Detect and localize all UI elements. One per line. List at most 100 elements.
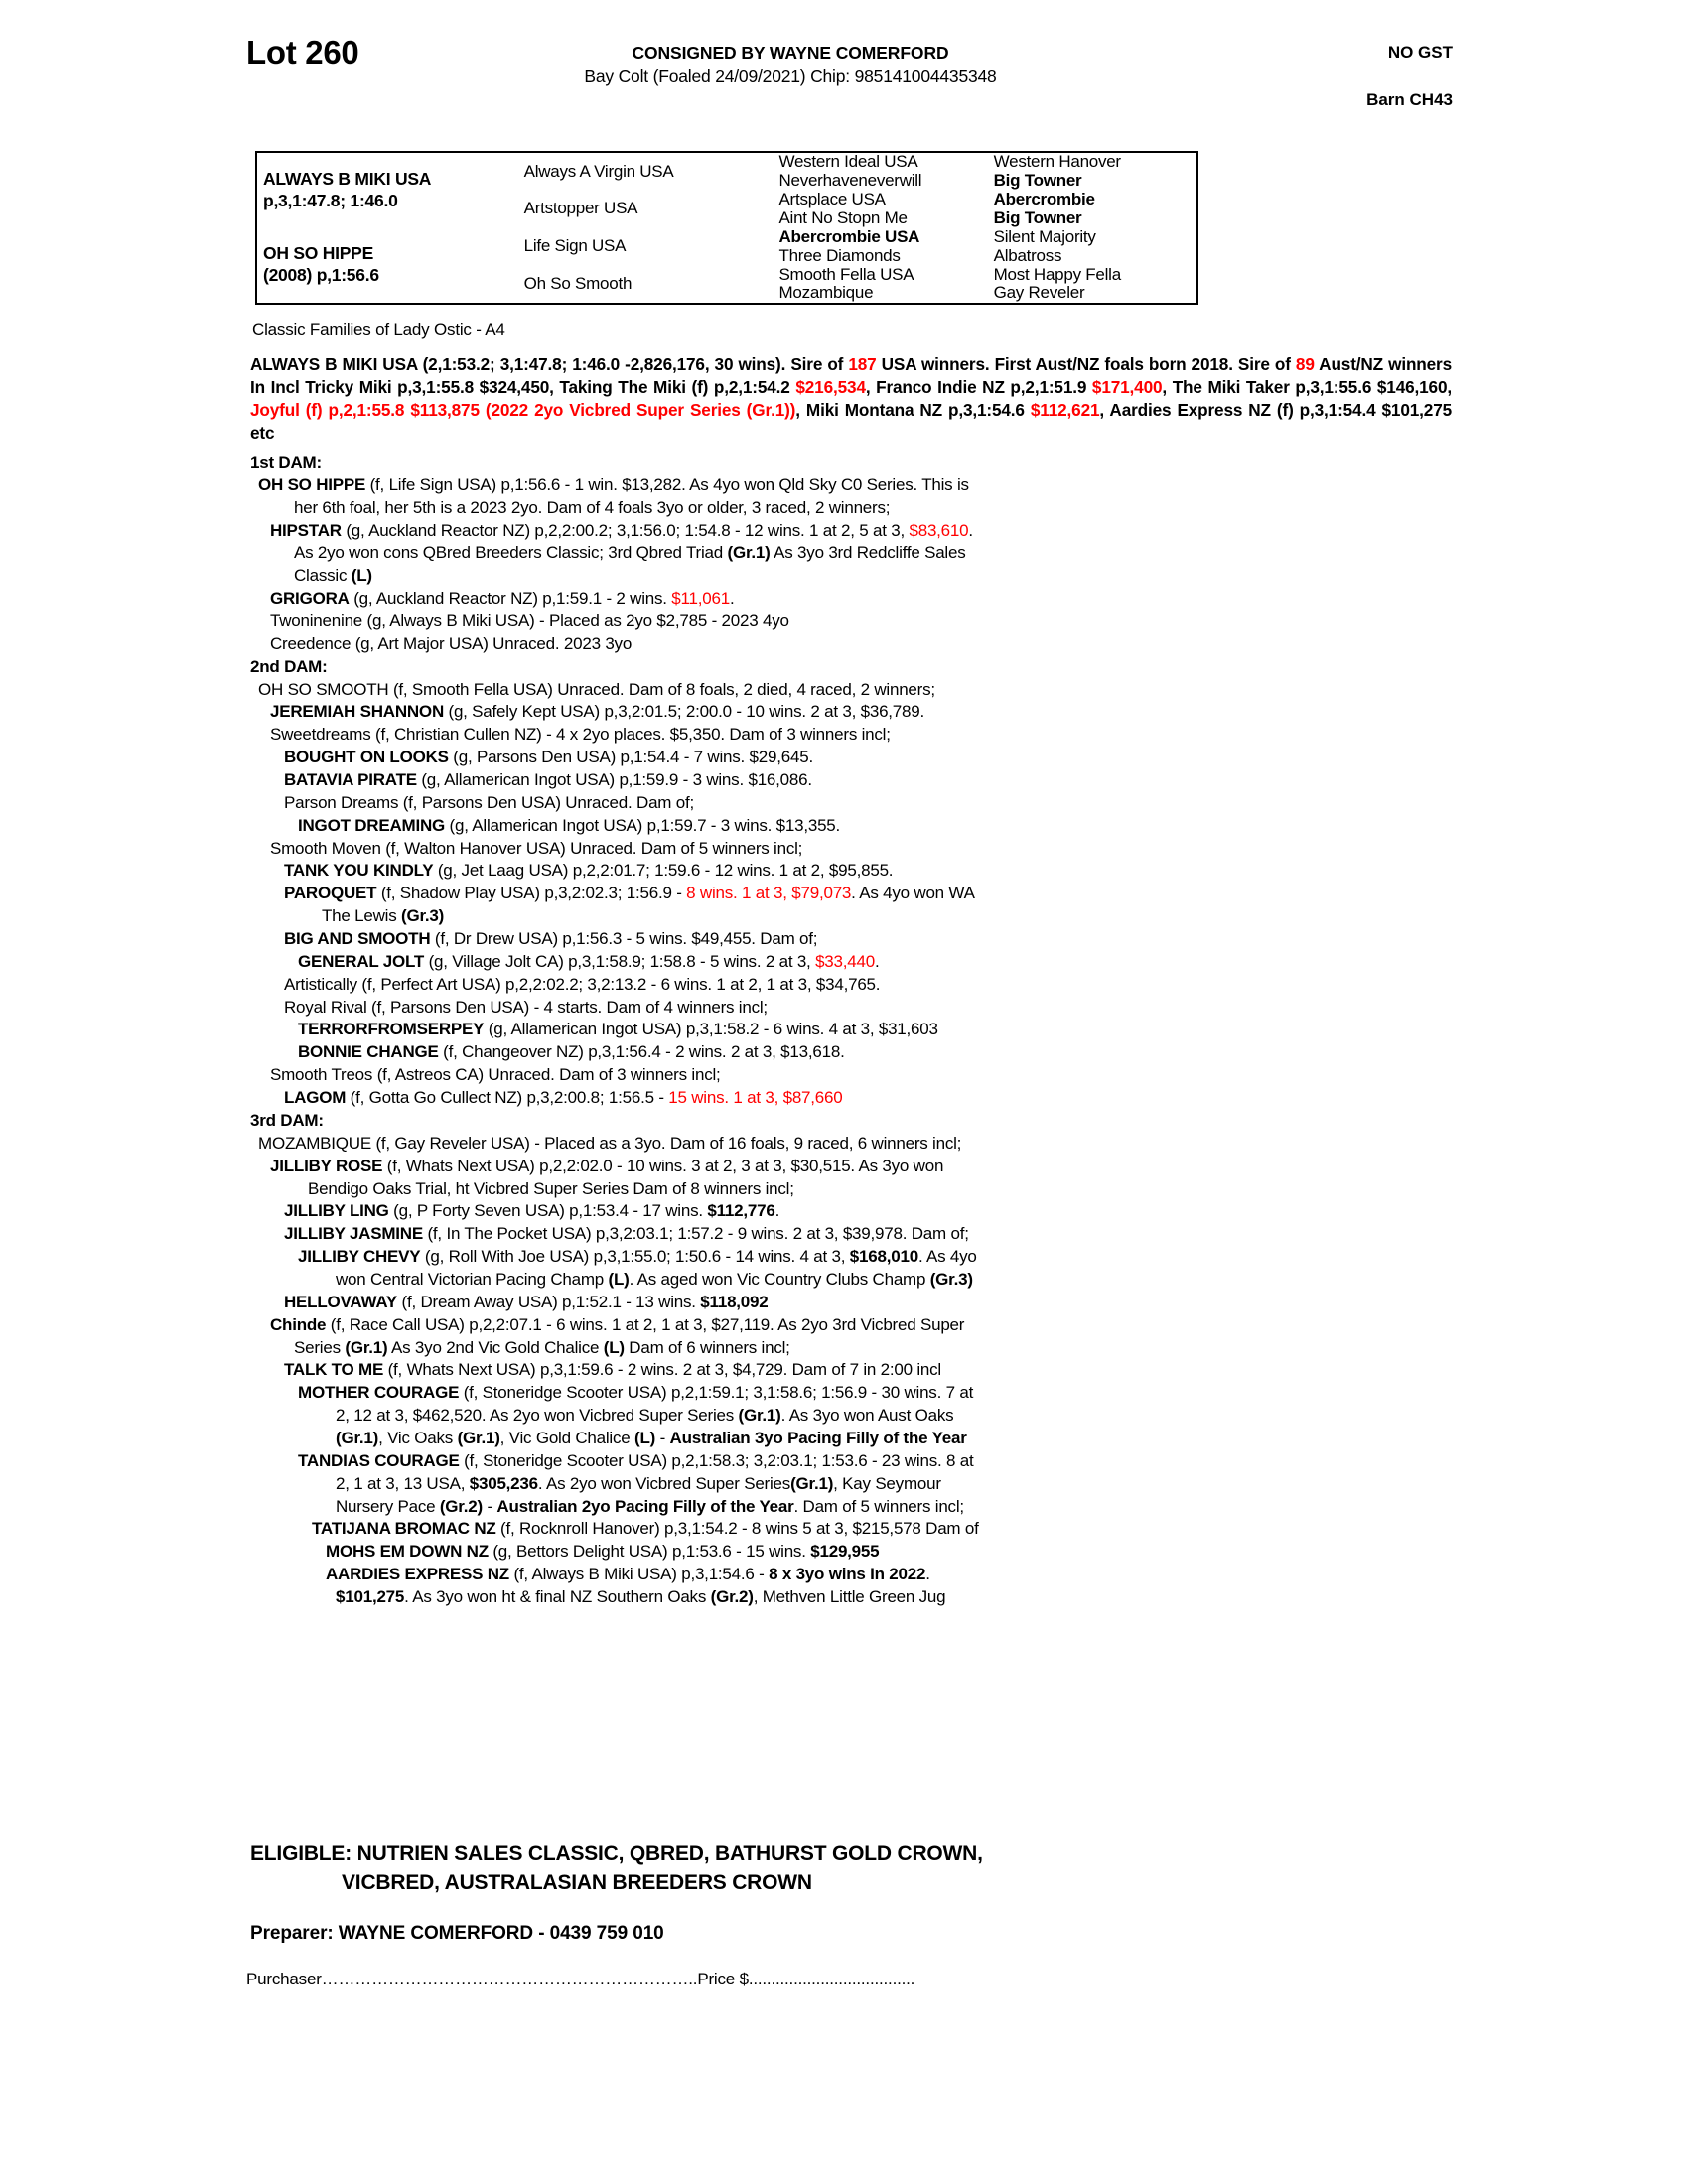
pedigree-text-line: HIPSTAR (g, Auckland Reactor NZ) p,2,2:0… (270, 520, 973, 540)
pedigree-text-line: HELLOVAWAY (f, Dream Away USA) p,1:52.1 … (284, 1292, 769, 1311)
preparer-line: Preparer: WAYNE COMERFORD - 0439 759 010 (250, 1923, 664, 1944)
pedigree-text-line: TALK TO ME (f, Whats Next USA) p,3,1:59.… (284, 1360, 941, 1380)
pedigree-text-line: TERRORFROMSERPEY (g, Allamerican Ingot U… (298, 1020, 938, 1039)
catalogue-sheet: Lot 260 CONSIGNED BY WAYNE COMERFORD NO … (246, 34, 1453, 1988)
pedigree-text-line: JILLIBY JASMINE (f, In The Pocket USA) p… (284, 1224, 969, 1244)
pedigree-text-line: Smooth Moven (f, Walton Hanover USA) Unr… (270, 838, 803, 858)
grandparent-cell: Oh So Smooth (523, 273, 633, 293)
dam-cell: OH SO HIPPE (2008) p,1:56.6 (257, 228, 518, 304)
sire-name: ALWAYS B MIKI USA (263, 168, 432, 189)
pedigree-text-line: 1st DAM: (250, 453, 322, 472)
dam-record: (2008) p,1:56.6 (263, 265, 379, 286)
great-great-grandparent-cell: Albatross (993, 245, 1062, 265)
pedigree-text-line: $101,275. As 3yo won ht & final NZ South… (336, 1586, 946, 1606)
great-grandparent-cell: Smooth Fella USA (778, 264, 914, 284)
grandparent-cell: Life Sign USA (523, 236, 627, 256)
pedigree-row: Mozambique Gay Reveler (257, 284, 1196, 303)
great-great-grandparent-cell: Most Happy Fella (993, 264, 1122, 284)
great-great-grandparent-cell: Abercrombie (993, 190, 1095, 208)
pedigree-body: 1st DAM: OH SO HIPPE (f, Life Sign USA) p… (250, 452, 1454, 1609)
pedigree-row: OH SO HIPPE (2008) p,1:56.6 Life Sign USA A… (257, 226, 1196, 285)
pedigree-text-line: her 6th foal, her 5th is a 2023 2yo. Dam… (294, 497, 891, 517)
pedigree-text-line: Chinde (f, Race Call USA) p,2,2:07.1 - 6… (270, 1314, 965, 1334)
pedigree-text-line: BONNIE CHANGE (f, Changeover NZ) p,3,1:5… (298, 1042, 845, 1062)
pedigree-text-line: Parson Dreams (f, Parsons Den USA) Unrac… (284, 792, 694, 812)
sire-statistics-paragraph: ALWAYS B MIKI USA (2,1:53.2; 3,1:47.8; 1… (250, 354, 1453, 443)
pedigree-text-line: won Central Victorian Pacing Champ (L). … (336, 1269, 973, 1289)
pedigree-text-line: Classic (L) (294, 566, 372, 586)
gst-status: NO GST (1387, 43, 1453, 62)
pedigree-text-line: BIG AND SMOOTH (f, Dr Drew USA) p,1:56.3… (284, 929, 818, 949)
barn-number: Barn CH43 (1366, 90, 1453, 109)
pedigree-text-line: Royal Rival (f, Parsons Den USA) - 4 sta… (284, 997, 768, 1017)
great-grandparent-cell: Western Ideal USA (778, 152, 918, 172)
pedigree-text-line: 2, 12 at 3, $462,520. As 2yo won Vicbred… (336, 1406, 954, 1426)
pedigree-text-line: OH SO HIPPE (f, Life Sign USA) p,1:56.6 … (258, 475, 969, 494)
pedigree-box: ALWAYS B MIKI USA p,3,1:47.8; 1:46.0 Alway… (255, 151, 1198, 305)
consignor-line: CONSIGNED BY WAYNE COMERFORD (632, 43, 949, 63)
pedigree-text-line: (Gr.1), Vic Oaks (Gr.1), Vic Gold Chalic… (336, 1428, 967, 1447)
family-line: Classic Families of Lady Ostic - A4 (252, 320, 505, 339)
pedigree-table: ALWAYS B MIKI USA p,3,1:47.8; 1:46.0 Alway… (257, 153, 1196, 303)
grandparent-cell: Always A Virgin USA (523, 161, 674, 181)
grandparent-cell: Artstopper USA (523, 199, 638, 218)
pedigree-text-line: GENERAL JOLT (g, Village Jolt CA) p,3,1:… (298, 951, 880, 971)
eligibility-line-1: ELIGIBLE: NUTRIEN SALES CLASSIC, QBRED, … (250, 1843, 983, 1865)
pedigree-row: Three Diamonds Albatross (257, 246, 1196, 265)
pedigree-text-line: TANDIAS COURAGE (f, Stoneridge Scooter U… (298, 1450, 974, 1470)
pedigree-text-line: PAROQUET (f, Shadow Play USA) p,3,2:02.3… (284, 884, 975, 903)
pedigree-text-line: JILLIBY ROSE (f, Whats Next USA) p,2,2:0… (270, 1156, 944, 1175)
pedigree-text-line: As 2yo won cons QBred Breeders Classic; … (294, 543, 966, 563)
pedigree-text-line: BATAVIA PIRATE (g, Allamerican Ingot USA… (284, 770, 812, 790)
great-grandparent-cell: Neverhaveneverwill (778, 171, 922, 191)
pedigree-row: Aint No Stopn Me Big Towner (257, 207, 1196, 228)
pedigree-text-line: 2nd DAM: (250, 656, 328, 676)
great-grandparent-cell: Abercrombie USA (778, 226, 920, 246)
pedigree-text-line: Series (Gr.1) As 3yo 2nd Vic Gold Chalic… (294, 1337, 790, 1357)
animal-description: Bay Colt (Foaled 24/09/2021) Chip: 98514… (584, 67, 997, 86)
pedigree-text-line: MOZAMBIQUE (f, Gay Reveler USA) - Placed… (258, 1133, 962, 1153)
pedigree-text-line: Creedence (g, Art Major USA) Unraced. 20… (270, 633, 633, 653)
pedigree-text-line: MOHS EM DOWN NZ (g, Bettors Delight USA)… (326, 1542, 880, 1562)
pedigree-text-line: AARDIES EXPRESS NZ (f, Always B Miki USA… (326, 1565, 930, 1584)
dam-name: OH SO HIPPE (263, 243, 374, 264)
pedigree-text-line: Bendigo Oaks Trial, ht Vicbred Super Ser… (308, 1178, 794, 1198)
great-great-grandparent-cell: Gay Reveler (993, 283, 1085, 303)
purchaser-line: Purchaser…………………………………………………………..Price $… (246, 1970, 915, 1988)
pedigree-text-line: Nursery Pace (Gr.2) - Australian 2yo Pac… (336, 1496, 964, 1516)
pedigree-row: Neverhaveneverwill Big Towner (257, 172, 1196, 191)
great-grandparent-cell: Three Diamonds (778, 245, 901, 265)
pedigree-text-line: The Lewis (Gr.3) (322, 906, 445, 926)
pedigree-text-line: JEREMIAH SHANNON (g, Safely Kept USA) p,… (270, 702, 925, 722)
great-grandparent-cell: Mozambique (778, 283, 874, 303)
pedigree-text-line: TATIJANA BROMAC NZ (f, Rocknroll Hanover… (312, 1519, 979, 1539)
pedigree-text-line: Twoninenine (g, Always B Miki USA) - Pla… (270, 612, 789, 631)
great-great-grandparent-cell: Big Towner (993, 207, 1082, 227)
sire-record: p,3,1:47.8; 1:46.0 (263, 190, 398, 210)
pedigree-text-line: Sweetdreams (f, Christian Cullen NZ) - 4… (270, 725, 891, 745)
pedigree-text-line: OH SO SMOOTH (f, Smooth Fella USA) Unrac… (258, 679, 935, 699)
great-grandparent-cell: Aint No Stopn Me (778, 207, 908, 227)
pedigree-text-line: GRIGORA (g, Auckland Reactor NZ) p,1:59.… (270, 589, 735, 609)
pedigree-text-line: TANK YOU KINDLY (g, Jet Laag USA) p,2,2:… (284, 861, 894, 881)
pedigree-row: Oh So Smooth Smooth Fella USA Most Happy F… (257, 264, 1196, 293)
page-header: Lot 260 CONSIGNED BY WAYNE COMERFORD NO … (246, 34, 1453, 109)
great-great-grandparent-cell: Big Towner (993, 171, 1082, 191)
great-great-grandparent-cell: Silent Majority (993, 226, 1096, 246)
eligibility-line-2: VICBRED, AUSTRALASIAN BREEDERS CROWN (342, 1871, 812, 1895)
pedigree-text-line: INGOT DREAMING (g, Allamerican Ingot USA… (298, 815, 841, 835)
pedigree-text-line: MOTHER COURAGE (f, Stoneridge Scooter US… (298, 1383, 974, 1403)
lot-number: Lot 260 (246, 34, 359, 70)
pedigree-text-line: JILLIBY LING (g, P Forty Seven USA) p,1:… (284, 1201, 780, 1221)
pedigree-row: Artstopper USA Artsplace USA Abercrombie (257, 190, 1196, 217)
pedigree-row: ALWAYS B MIKI USA p,3,1:47.8; 1:46.0 Alway… (257, 152, 1196, 210)
pedigree-text-line: BOUGHT ON LOOKS (g, Parsons Den USA) p,1… (284, 748, 813, 767)
pedigree-text-line: LAGOM (f, Gotta Go Cullect NZ) p,3,2:00.… (284, 1088, 843, 1108)
sire-cell: ALWAYS B MIKI USA p,3,1:47.8; 1:46.0 (257, 153, 518, 228)
pedigree-text-line: 2, 1 at 3, 13 USA, $305,236. As 2yo won … (336, 1473, 941, 1493)
pedigree-text-line: Smooth Treos (f, Astreos CA) Unraced. Da… (270, 1065, 721, 1085)
great-great-grandparent-cell: Western Hanover (993, 152, 1121, 172)
pedigree-text-line: JILLIBY CHEVY (g, Roll With Joe USA) p,3… (298, 1247, 977, 1267)
eligibility-block: ELIGIBLE: NUTRIEN SALES CLASSIC, QBRED, … (250, 1840, 1243, 1898)
